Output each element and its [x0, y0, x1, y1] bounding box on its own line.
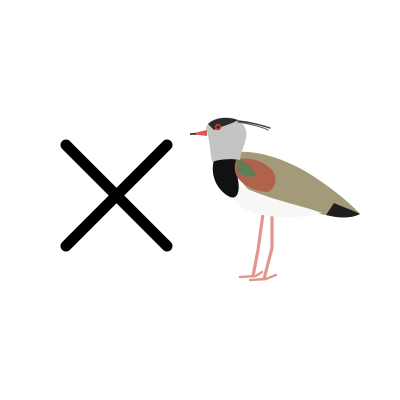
bird-legs: [238, 212, 278, 282]
close-icon: [60, 139, 173, 252]
lapwing-bird-illustration: [190, 117, 360, 282]
bird-belly: [227, 178, 322, 218]
bird-beak: [190, 130, 207, 136]
bird-bib: [212, 152, 240, 198]
bird-crest: [237, 120, 271, 129]
